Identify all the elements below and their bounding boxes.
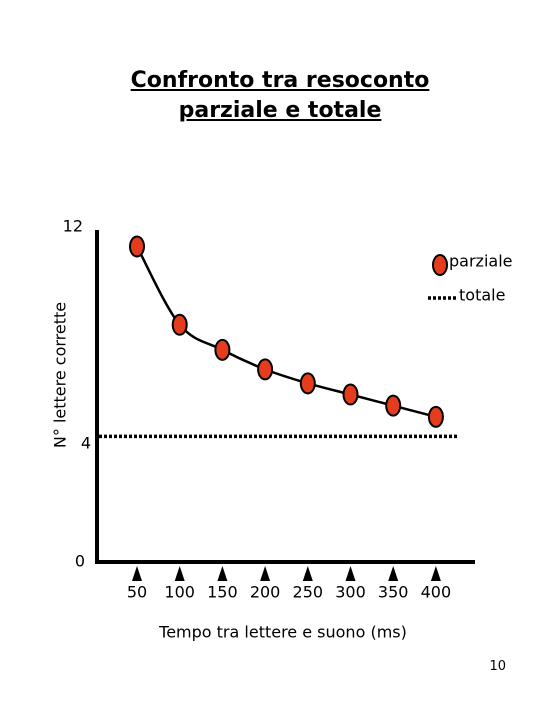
x-tick-label-100: 100 — [164, 583, 195, 602]
x-tick-arrow-100 — [174, 566, 185, 581]
legend-parziale-marker — [432, 254, 448, 276]
chart-title: Confronto tra resoconto parziale e total… — [0, 66, 540, 126]
x-tick-label-200: 200 — [250, 583, 281, 602]
x-tick-arrow-400 — [430, 566, 441, 581]
legend-totale-label: totale — [459, 286, 505, 305]
x-tick-arrow-250 — [302, 566, 313, 581]
data-point-100 — [171, 313, 188, 336]
data-point-400 — [427, 405, 444, 428]
x-tick-label-300: 300 — [335, 583, 366, 602]
x-tick-label-250: 250 — [293, 583, 324, 602]
data-point-350 — [385, 394, 402, 417]
x-tick-label-400: 400 — [421, 583, 452, 602]
data-point-200 — [257, 358, 274, 381]
y-tick-label-4: 4 — [81, 434, 91, 453]
y-axis-label: N° lettere corrette — [51, 302, 70, 448]
x-axis-label: Tempo tra lettere e suono (ms) — [158, 623, 407, 642]
x-tick-arrow-150 — [217, 566, 228, 581]
x-tick-arrow-350 — [388, 566, 399, 581]
legend: parziale totale — [428, 252, 512, 305]
x-tick-label-350: 350 — [378, 583, 409, 602]
legend-parziale-label: parziale — [449, 252, 512, 271]
x-tick-arrow-50 — [132, 566, 142, 581]
y-tick-label-0: 0 — [75, 552, 85, 571]
data-point-250 — [299, 372, 316, 395]
x-tick-arrow-200 — [260, 566, 271, 581]
data-point-50 — [129, 235, 145, 258]
data-point-150 — [214, 338, 231, 361]
page-number: 10 — [489, 659, 506, 674]
x-tick-arrow-300 — [345, 566, 356, 581]
x-tick-label-150: 150 — [207, 583, 238, 602]
data-point-300 — [342, 383, 359, 406]
x-tick-label-50: 50 — [127, 583, 147, 602]
parziale-markers — [129, 235, 444, 428]
chart-title-line-1: Confronto tra resoconto — [130, 68, 430, 93]
chart-title-line-2: parziale e totale — [178, 98, 382, 123]
y-tick-label-12: 12 — [63, 217, 83, 236]
x-ticks: 50 100 150 200 250 300 350 400 — [127, 566, 451, 602]
